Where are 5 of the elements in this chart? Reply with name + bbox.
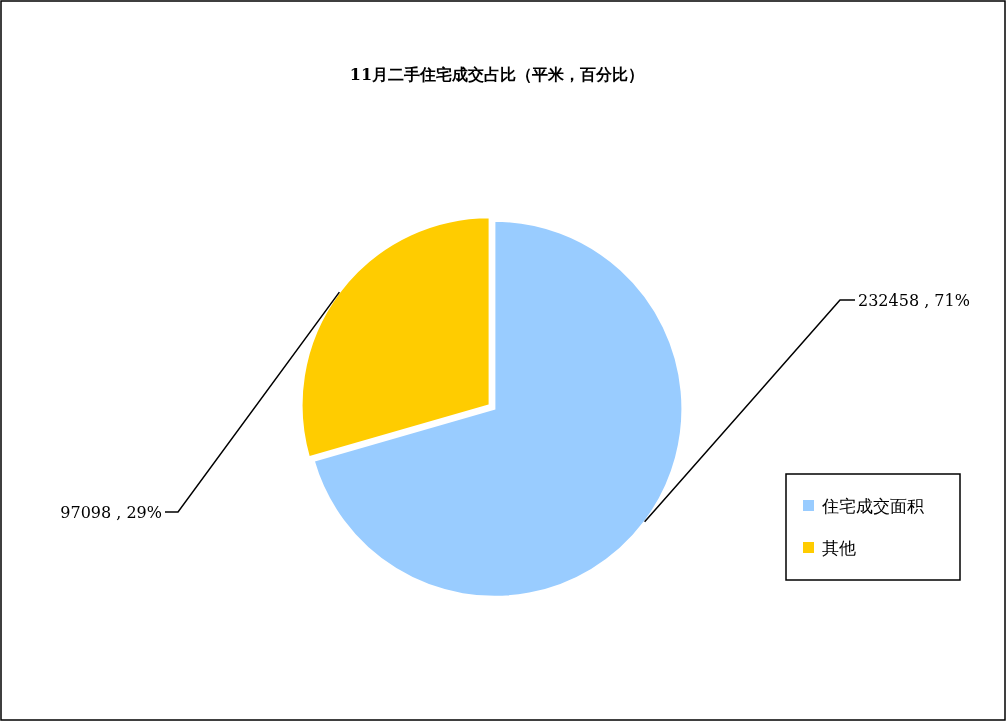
legend-label: 其他 xyxy=(822,538,856,558)
legend-label: 住宅成交面积 xyxy=(821,496,924,516)
data-label: 232458 , 71% xyxy=(858,291,970,310)
data-label: 97098 , 29% xyxy=(60,503,162,522)
chart-title: 11月二手住宅成交占比（平米，百分比） xyxy=(349,65,645,84)
